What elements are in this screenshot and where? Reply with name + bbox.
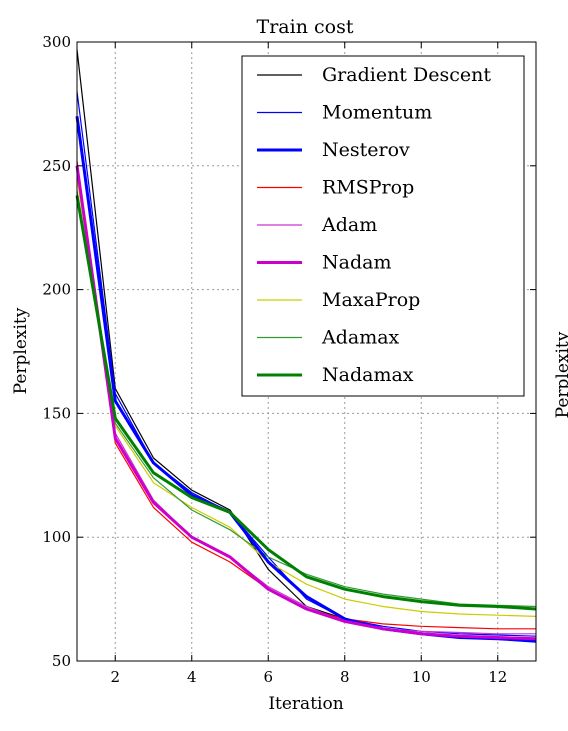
series-lines: [75, 49, 537, 643]
legend-label: Momentum: [322, 102, 432, 124]
second-panel-y-axis-label: Perplexity: [553, 331, 568, 418]
x-tick-label: 12: [488, 668, 507, 686]
legend-label: Nadamax: [322, 364, 414, 386]
x-tick-label: 8: [340, 668, 350, 686]
x-axis-label: Iteration: [268, 694, 343, 714]
y-tick-label: 100: [42, 528, 71, 546]
y-tick-label: 200: [42, 281, 71, 299]
x-tick-label: 10: [412, 668, 431, 686]
axis-ticks: 2 4 6 8 10 12 50 100 150 200 250 300: [42, 33, 536, 686]
plot-frame: [76, 41, 537, 662]
y-tick-label: 250: [42, 157, 71, 175]
y-axis-label: Perplexity: [11, 307, 31, 394]
series-line: [75, 165, 537, 641]
x-tick-label: 6: [263, 668, 273, 686]
legend-label: Adamax: [321, 327, 400, 349]
legend: Gradient Descent Momentum Nesterov RMSProp A…: [241, 55, 525, 397]
legend-label: MaxaProp: [322, 289, 420, 311]
y-tick-label: 300: [42, 33, 71, 51]
x-tick-label: 2: [110, 668, 120, 686]
legend-label: Adam: [321, 214, 377, 236]
legend-label: Nadam: [322, 252, 391, 274]
legend-label: Nesterov: [322, 139, 410, 161]
legend-label: RMSProp: [322, 177, 414, 199]
legend-label: Gradient Descent: [322, 64, 491, 86]
x-tick-label: 4: [187, 668, 197, 686]
chart-title: Train cost: [257, 16, 354, 38]
y-tick-label: 50: [52, 652, 71, 670]
series-line: [75, 195, 537, 611]
y-tick-label: 150: [42, 404, 71, 422]
series-line: [76, 178, 537, 617]
